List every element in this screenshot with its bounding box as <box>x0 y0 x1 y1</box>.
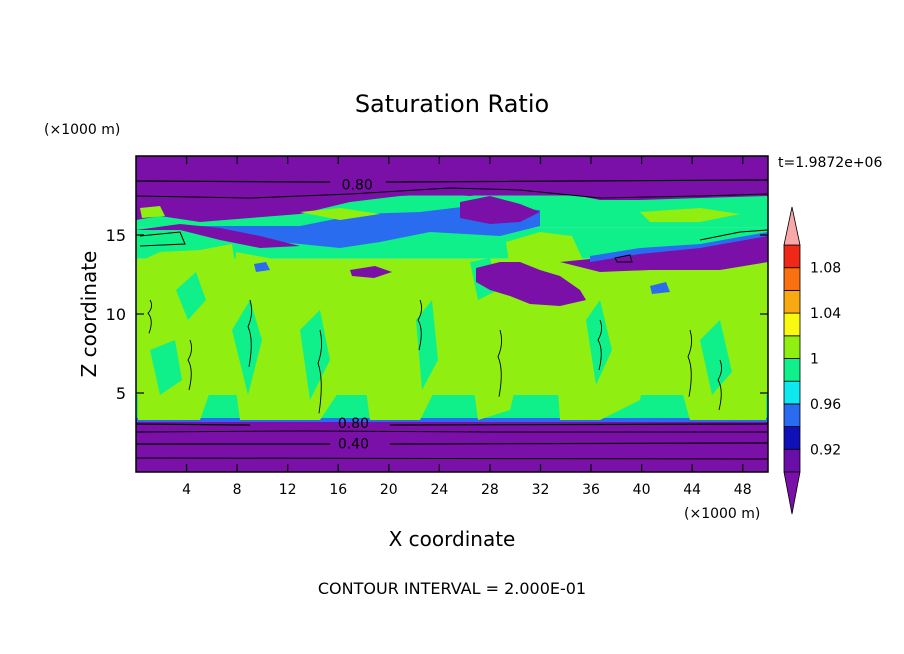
field-region <box>136 224 300 248</box>
x-tick-label: 44 <box>683 482 701 498</box>
x-tick-label: 28 <box>481 482 499 498</box>
y-tick-label: 15 <box>106 226 126 245</box>
contour-line <box>136 179 768 183</box>
contour-field <box>136 156 768 472</box>
contour-line <box>597 319 603 371</box>
colorbar-label: 1.08 <box>810 261 841 277</box>
colorbar-swatch <box>783 312 801 337</box>
contour-line <box>317 329 323 414</box>
x-tick-label: 12 <box>279 482 297 498</box>
contour-label: 0.80 <box>338 416 369 432</box>
y-axis-label: Z coordinate <box>77 251 101 378</box>
colorbar: 0.92 0.96 1 1.04 1.08 <box>783 206 841 515</box>
contour-line <box>497 329 503 397</box>
contour-line <box>187 339 193 391</box>
colorbar-swatch <box>783 403 801 427</box>
contour-line <box>136 187 768 199</box>
colorbar-swatch <box>783 426 801 450</box>
field-region <box>136 418 768 422</box>
y-tick-label: 5 <box>116 384 126 403</box>
field-region <box>650 282 670 294</box>
y-tick-label: 10 <box>106 305 126 324</box>
x-tick-label: 20 <box>380 482 398 498</box>
field-region <box>176 272 206 320</box>
contour-line <box>614 254 633 263</box>
x-tick-label: 16 <box>329 482 347 498</box>
colorbar-swatch <box>783 244 801 269</box>
colorbar-swatch <box>783 267 801 291</box>
x-tick-label: 40 <box>633 482 651 498</box>
field-region <box>460 196 540 224</box>
contour-labels: 0.80 0.80 0.40 <box>338 177 373 452</box>
x-tick-label: 36 <box>582 482 600 498</box>
x-unit-label: (×1000 m) <box>684 506 760 522</box>
field-region <box>300 310 330 400</box>
colorbar-label: 0.92 <box>810 442 841 458</box>
contour-interval-footer: CONTOUR INTERVAL = 2.000E-01 <box>318 579 586 598</box>
y-unit-label: (×1000 m) <box>44 122 120 138</box>
contour-lines <box>136 179 768 460</box>
y-axis: 5 10 15 <box>106 226 768 403</box>
colorbar-swatch <box>783 335 801 359</box>
field-region <box>300 208 380 220</box>
colorbar-label: 1 <box>810 352 819 368</box>
field-region <box>560 232 768 272</box>
field-region <box>640 208 740 222</box>
x-axis: 4 8 12 16 20 24 28 32 36 40 44 48 <box>182 156 752 498</box>
colorbar-label: 1.04 <box>810 306 841 322</box>
field-region <box>232 252 360 420</box>
contour-label: 0.80 <box>342 177 373 193</box>
colorbar-label: 0.96 <box>810 397 841 413</box>
contour-line <box>417 299 423 351</box>
x-axis-label: X coordinate <box>389 527 516 551</box>
colorbar-swatch <box>783 358 801 382</box>
field-region <box>590 232 768 262</box>
field-region <box>254 262 270 272</box>
contour-line <box>699 229 768 241</box>
chart-title: Saturation Ratio <box>355 90 549 118</box>
contour-line <box>247 299 253 367</box>
field-region <box>140 206 165 218</box>
contour-line <box>136 430 768 433</box>
field-region <box>700 320 732 395</box>
field-region <box>476 262 586 306</box>
x-tick-label: 32 <box>532 482 550 498</box>
x-tick-label: 8 <box>233 482 242 498</box>
contour-line <box>139 231 186 247</box>
field-region <box>136 156 768 222</box>
x-tick-label: 24 <box>430 482 448 498</box>
colorbar-swatch <box>783 448 801 473</box>
colorbar-over-arrow <box>783 206 801 246</box>
field-region <box>350 266 392 278</box>
contour-line <box>717 359 723 411</box>
field-region <box>150 340 182 395</box>
contour-label: 0.40 <box>338 437 369 453</box>
x-tick-label: 48 <box>734 482 752 498</box>
contour-line <box>687 329 693 397</box>
x-tick-label: 4 <box>182 482 191 498</box>
time-label: t=1.9872e+06 <box>778 155 882 171</box>
field-region <box>470 296 522 420</box>
contour-line <box>136 457 768 460</box>
contour-line <box>147 299 153 334</box>
colorbar-swatch <box>783 289 801 314</box>
contour-line <box>136 442 768 445</box>
colorbar-under-arrow <box>783 471 801 515</box>
field-region <box>136 395 768 421</box>
contour-line <box>136 423 768 426</box>
colorbar-swatch <box>783 380 801 405</box>
field-region <box>416 300 438 390</box>
field-region <box>362 264 458 420</box>
field-region <box>232 300 262 395</box>
